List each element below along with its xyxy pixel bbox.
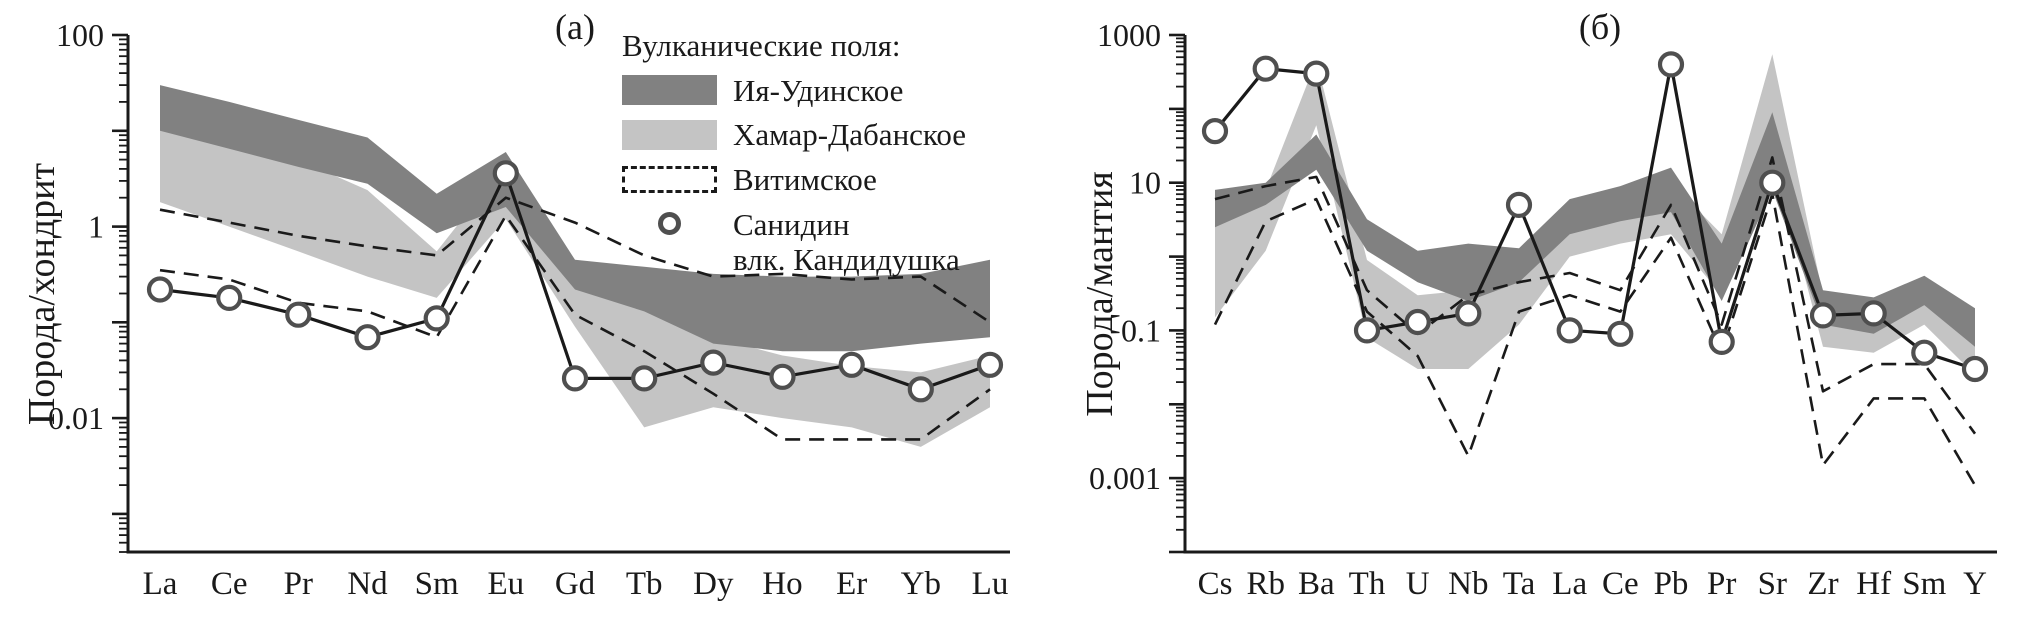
x-tick-label: Sr — [1758, 566, 1787, 602]
x-tick-label: Ce — [1602, 566, 1639, 602]
marker-sanidin — [1201, 118, 1229, 145]
x-tick-label: Pb — [1654, 566, 1689, 602]
x-tick-label: Lu — [972, 566, 1009, 602]
x-tick-label: Nb — [1448, 566, 1488, 602]
legend-item-iya-udinskoe: Ия-Удинское — [622, 73, 966, 109]
y-tick-label: 0.001 — [1089, 460, 1161, 496]
legend-item-label: Санидин влк. Кандидушка — [733, 207, 960, 278]
marker-sanidin — [1657, 51, 1685, 78]
x-tick-label: Pr — [284, 566, 313, 602]
x-tick-label: Ho — [762, 566, 802, 602]
y-tick-label: 1 — [88, 209, 104, 245]
x-tick-label: La — [143, 566, 178, 602]
marker-sanidin — [561, 365, 589, 392]
x-tick-label: U — [1406, 566, 1430, 602]
x-tick-label: Gd — [555, 566, 596, 602]
x-tick-label: Rb — [1246, 566, 1285, 602]
x-tick-label: Dy — [693, 566, 734, 602]
marker-sanidin — [216, 284, 243, 311]
marker-sanidin — [492, 160, 519, 187]
marker-sanidin — [146, 276, 174, 303]
x-tick-label: Tb — [626, 566, 663, 602]
x-tick-label: Ce — [211, 566, 248, 602]
marker-sanidin — [1303, 60, 1330, 87]
marker-sanidin — [1505, 191, 1533, 218]
legend-item-sanidin: Санидин влк. Кандидушка — [622, 207, 966, 278]
panel-label-a: (а) — [555, 7, 595, 47]
marker-sanidin — [1556, 317, 1583, 344]
x-tick-label: Pr — [1707, 566, 1736, 602]
marker-sanidin — [423, 305, 450, 332]
y-tick-label: 1000 — [1097, 17, 1161, 53]
x-tick-label: Yb — [901, 566, 941, 602]
y-tick-label: 0.01 — [48, 400, 104, 436]
marker-sanidin — [1809, 302, 1837, 329]
x-tick-label: Sm — [415, 566, 459, 602]
x-tick-label: Sm — [1902, 566, 1946, 602]
marker-sanidin — [1607, 320, 1634, 347]
marker-sanidin — [1759, 169, 1786, 196]
marker-sanidin — [1353, 317, 1381, 344]
dark-field-swatch-icon — [622, 75, 717, 106]
circle-marker-icon — [658, 212, 681, 236]
legend-item-khamar-dabanskoe: Хамар-Дабанское — [622, 117, 966, 153]
legend-title: Вулканические поля: — [622, 28, 901, 63]
marker-sanidin — [907, 376, 934, 403]
y-tick-label: 10 — [1129, 165, 1161, 201]
marker-sanidin — [1455, 300, 1482, 327]
legend: Вулканические поля: Ия-Удинское Хамар-Да… — [622, 28, 966, 278]
legend-item-vitimskoe: Витимское — [622, 162, 966, 198]
y-tick-label: 0.1 — [1121, 312, 1161, 348]
marker-sanidin — [700, 349, 727, 376]
field-vitimskoe-lower — [1213, 192, 1977, 486]
field-vitimskoe-upper — [1214, 156, 1977, 435]
field-iya-udinskoe — [160, 85, 990, 352]
marker-sanidin — [838, 351, 865, 378]
x-tick-label: Y — [1963, 566, 1987, 602]
x-tick-label: Er — [836, 566, 867, 602]
x-tick-label: La — [1552, 566, 1587, 602]
y-axis-title-chondrite: Порода/хондрит — [21, 162, 63, 426]
x-tick-label: Th — [1349, 566, 1386, 602]
field-iya-udinskoe — [1215, 112, 1975, 347]
circle-marker-swatch-icon — [622, 207, 717, 241]
x-tick-label: Nd — [347, 566, 388, 602]
x-tick-label: Zr — [1807, 566, 1838, 602]
x-tick-label: Ta — [1503, 566, 1536, 602]
marker-sanidin — [1252, 55, 1279, 82]
marker-sanidin — [285, 301, 312, 328]
line-sanidin — [1213, 64, 1976, 371]
x-tick-label: Hf — [1856, 566, 1891, 602]
light-field-swatch-icon — [622, 120, 717, 151]
y-tick-label: 100 — [56, 17, 104, 53]
legend-item-label-line1: Санидин — [733, 206, 850, 242]
marker-sanidin — [769, 363, 796, 390]
field-vitimskoe-upper — [159, 196, 991, 324]
marker-sanidin — [354, 324, 381, 351]
legend-item-label: Хамар-Дабанское — [733, 117, 967, 153]
x-tick-label: Ba — [1298, 566, 1335, 602]
panel-label-b: (б) — [1578, 7, 1622, 47]
marker-sanidin — [1961, 355, 1989, 383]
x-tick-label: Cs — [1198, 566, 1233, 602]
x-tick-label: Eu — [487, 566, 524, 602]
legend-item-label: Витимское — [733, 161, 877, 197]
marker-sanidin — [1404, 308, 1431, 336]
marker-sanidin — [1911, 339, 1938, 366]
legend-item-label: Ия-Удинское — [733, 72, 904, 108]
dashed-field-swatch-icon — [622, 166, 717, 194]
marker-sanidin — [1708, 328, 1735, 355]
marker-sanidin — [631, 365, 658, 392]
marker-sanidin — [1860, 300, 1887, 327]
y-axis-title-mantle: Порода/мантия — [1079, 171, 1121, 417]
marker-sanidin — [976, 351, 1004, 378]
legend-item-label-line2: влк. Кандидушка — [733, 242, 960, 278]
